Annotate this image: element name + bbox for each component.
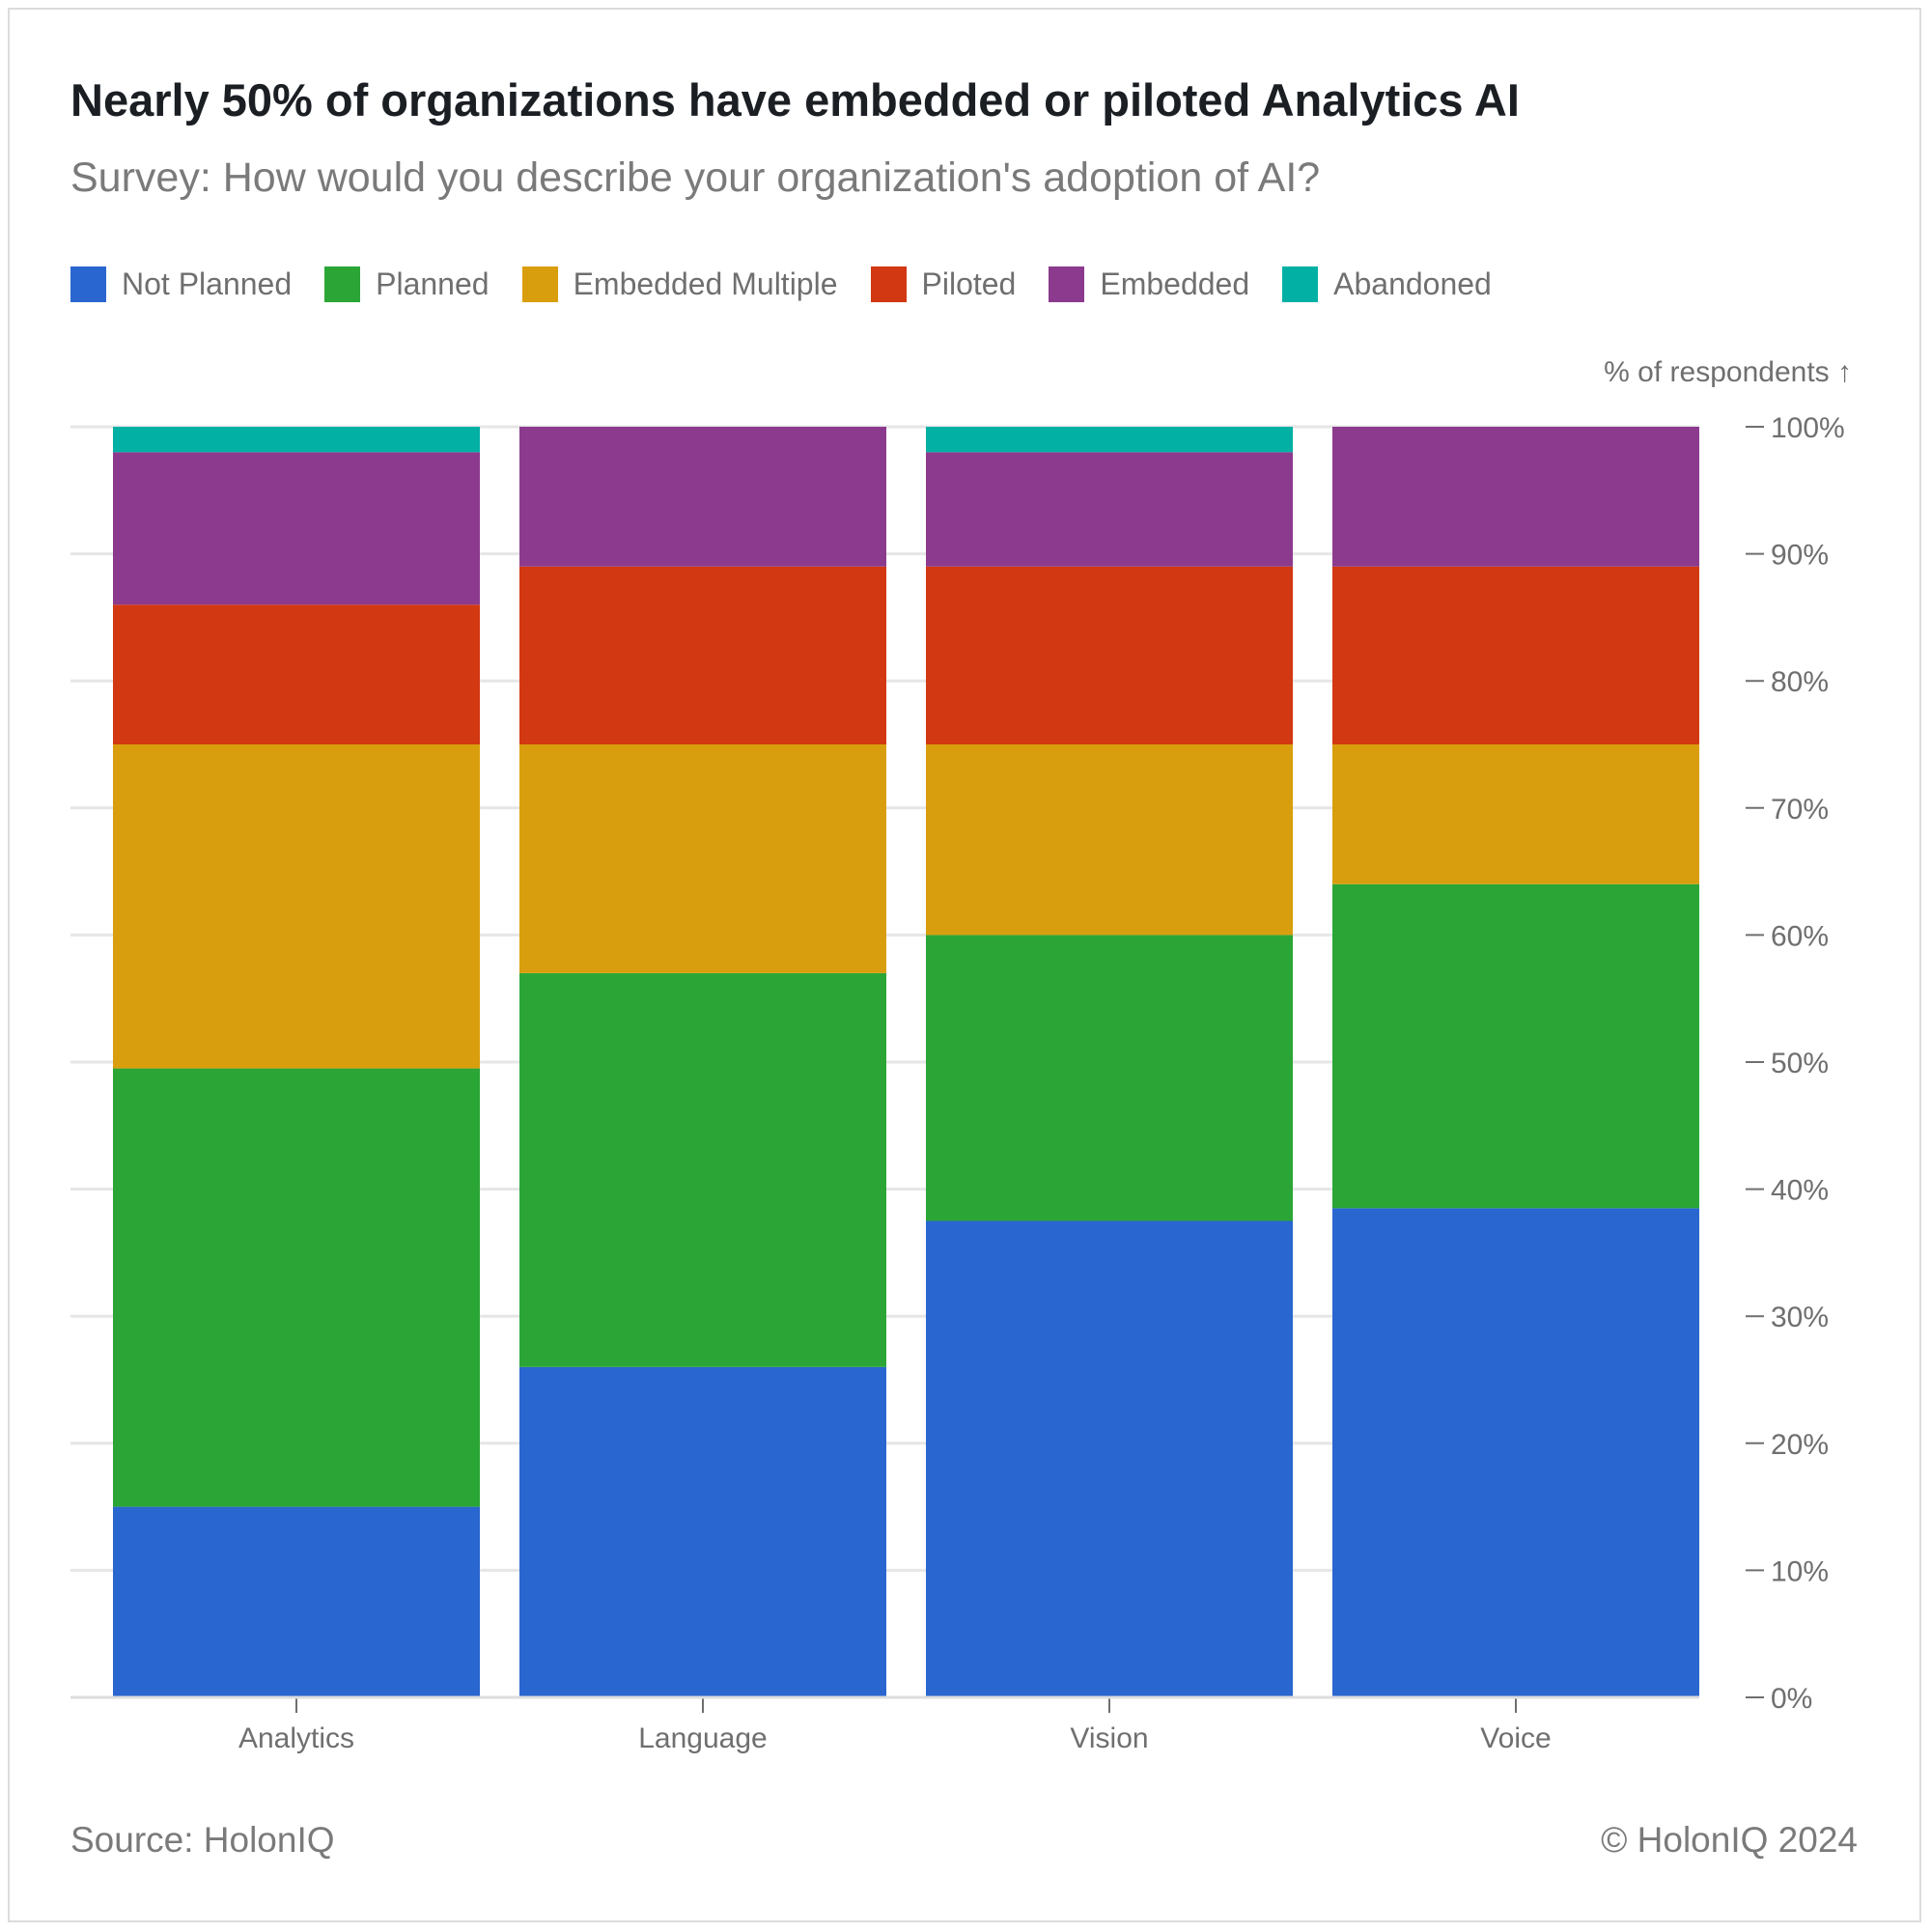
bar-segment-not-planned [1332,1208,1699,1697]
source-note: Source: HolonIQ [70,1820,335,1860]
y-tick-label: 70% [1771,794,1829,826]
bar-segment-abandoned [113,427,480,453]
legend-item-piloted[interactable]: Piloted [870,266,1017,302]
legend-label: Abandoned [1333,266,1492,301]
bar-segment-not-planned [113,1506,480,1697]
bar-segment-embedded-multiple [113,744,480,1069]
bar-segment-planned [926,935,1293,1221]
legend-swatch [521,266,558,302]
y-tick-label: 20% [1771,1429,1829,1461]
y-tick-label: 90% [1771,540,1829,572]
bar-segment-embedded [113,452,480,605]
x-tick-label: Analytics [238,1722,354,1754]
legend-label: Embedded Multiple [573,266,838,301]
chart-subtitle: Survey: How would you describe your orga… [70,154,1321,201]
bar-segment-embedded [1332,427,1699,567]
y-tick-label: 100% [1771,412,1845,444]
bar-segment-planned [519,972,886,1367]
legend-item-embedded-multiple[interactable]: Embedded Multiple [521,266,838,302]
y-tick-label: 60% [1771,920,1829,952]
chart-title: Nearly 50% of organizations have embedde… [70,74,1520,126]
y-tick-label: 30% [1771,1302,1829,1333]
bar-segment-abandoned [926,427,1293,453]
legend-swatch [870,266,907,302]
legend-label: Embedded [1100,266,1250,301]
legend-item-embedded[interactable]: Embedded [1049,266,1249,302]
legend-item-not-planned[interactable]: Not Planned [70,266,292,302]
bar-segment-not-planned [519,1366,886,1697]
bar-segment-piloted [1332,566,1699,744]
bar-segment-embedded [926,452,1293,567]
bar-segment-embedded-multiple [926,744,1293,936]
legend-label: Not Planned [122,266,293,301]
x-tick-label: Voice [1480,1722,1551,1754]
legend-swatch [324,266,361,302]
legend-item-planned[interactable]: Planned [324,266,490,302]
legend: Not Planned Planned Embedded Multiple Pi… [70,265,1525,303]
bar-segment-embedded [519,427,886,567]
bar-segment-embedded-multiple [1332,744,1699,884]
y-axis-label: % of respondents ↑ [1604,356,1852,388]
bar-segment-piloted [926,566,1293,744]
legend-label: Piloted [921,266,1017,301]
y-tick-label: 10% [1771,1555,1829,1587]
x-tick-label: Vision [1070,1722,1148,1754]
x-tick-label: Language [638,1722,767,1754]
copyright-note: © HolonIQ 2024 [1601,1820,1858,1860]
legend-label: Planned [376,266,490,301]
legend-swatch [1049,266,1085,302]
bar-segment-planned [1332,883,1699,1209]
y-tick-label: 40% [1771,1175,1829,1207]
bar-segment-planned [113,1068,480,1507]
bar-segment-embedded-multiple [519,744,886,973]
legend-item-abandoned[interactable]: Abandoned [1282,266,1492,302]
bar-segment-piloted [113,604,480,744]
y-tick-label: 80% [1771,666,1829,698]
legend-swatch [70,266,106,302]
bar-segment-piloted [519,566,886,744]
y-tick-label: 0% [1771,1683,1812,1715]
y-tick-label: 50% [1771,1048,1829,1079]
bar-segment-not-planned [926,1220,1293,1697]
legend-swatch [1282,266,1319,302]
